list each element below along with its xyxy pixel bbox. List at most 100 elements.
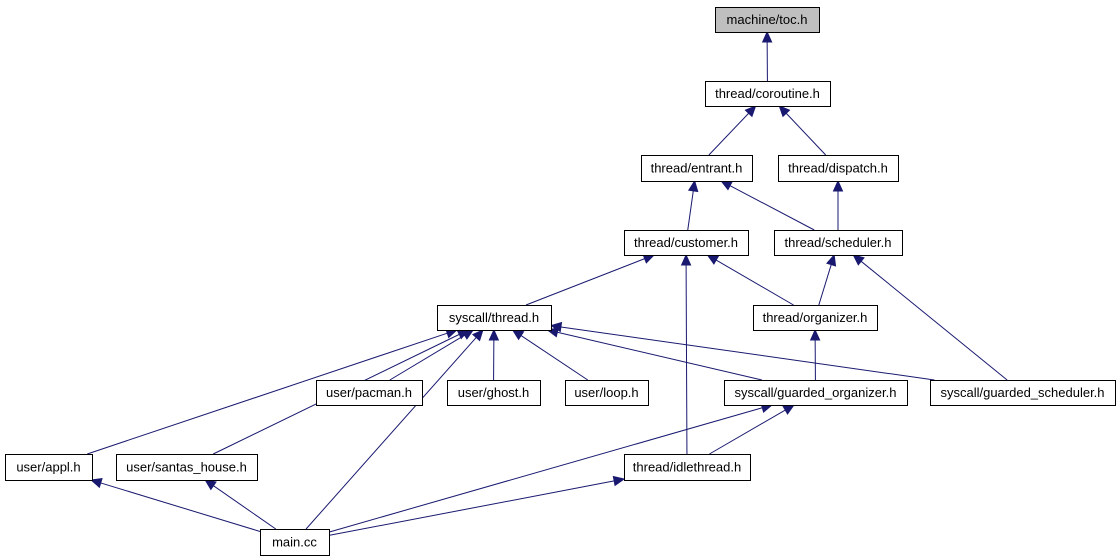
node-box xyxy=(753,305,878,331)
edge-scheduler-to-dispatch xyxy=(832,179,844,230)
arrowhead-icon xyxy=(761,30,773,43)
edge-main-to-appl xyxy=(89,478,261,532)
node-idle[interactable]: thread/idlethread.h xyxy=(624,454,751,481)
edge-organizer-to-customer xyxy=(706,254,794,306)
node-sthread[interactable]: syscall/thread.h xyxy=(437,305,552,331)
arrowhead-icon xyxy=(778,105,791,118)
edge-line xyxy=(729,185,815,231)
node-label: syscall/guarded_scheduler.h xyxy=(940,385,1104,400)
node-box xyxy=(437,305,552,331)
node-box xyxy=(116,454,258,481)
node-gorganizer[interactable]: syscall/guarded_organizer.h xyxy=(724,380,908,406)
arrowhead-icon xyxy=(511,329,525,341)
edge-line xyxy=(213,485,277,530)
edge-loop-to-sthread xyxy=(511,329,589,381)
node-label: user/ghost.h xyxy=(458,385,530,400)
node-box xyxy=(624,454,751,481)
node-label: thread/entrant.h xyxy=(651,161,743,176)
node-main[interactable]: main.cc xyxy=(260,529,330,556)
node-gscheduler[interactable]: syscall/guarded_scheduler.h xyxy=(930,380,1116,406)
node-loop[interactable]: user/loop.h xyxy=(565,380,649,406)
edge-gorganizer-to-organizer xyxy=(809,328,821,381)
node-label: machine/toc.h xyxy=(727,12,808,27)
node-box xyxy=(447,380,541,406)
arrowhead-icon xyxy=(744,105,757,118)
arrowhead-icon xyxy=(687,179,699,193)
node-dispatch[interactable]: thread/dispatch.h xyxy=(778,155,899,182)
edge-line xyxy=(785,112,827,156)
node-box xyxy=(316,380,423,406)
node-label: thread/coroutine.h xyxy=(715,86,820,101)
node-box xyxy=(624,230,749,256)
edge-line xyxy=(328,480,615,536)
arrowhead-icon xyxy=(471,329,484,342)
edge-line xyxy=(305,337,477,530)
node-box xyxy=(5,454,93,481)
node-label: thread/dispatch.h xyxy=(788,161,888,176)
arrowhead-icon xyxy=(852,254,865,266)
edge-scheduler-to-entrant xyxy=(720,180,815,231)
node-box xyxy=(705,81,831,107)
edge-line xyxy=(557,331,763,381)
arrowhead-icon xyxy=(204,479,217,491)
edge-line xyxy=(715,259,794,306)
edge-organizer-to-scheduler xyxy=(818,253,837,306)
edge-line xyxy=(708,112,750,156)
edge-line xyxy=(709,409,786,455)
arrowhead-icon xyxy=(782,404,795,415)
node-box xyxy=(930,380,1116,406)
edge-line xyxy=(87,332,448,455)
nodes-layer: machine/toc.h thread/coroutine.h thread/en… xyxy=(5,7,1116,556)
node-label: thread/organizer.h xyxy=(763,310,868,325)
node-label: thread/customer.h xyxy=(634,235,738,250)
edge-line xyxy=(687,190,694,231)
edge-dispatch-to-coroutine xyxy=(778,105,827,156)
edge-line xyxy=(100,482,261,532)
node-organizer[interactable]: thread/organizer.h xyxy=(753,305,878,331)
edge-line xyxy=(328,407,763,533)
arrowhead-icon xyxy=(89,478,103,489)
arrowhead-icon xyxy=(680,253,692,266)
edge-gscheduler-to-scheduler xyxy=(852,254,1008,381)
arrowhead-icon xyxy=(612,475,626,487)
node-appl[interactable]: user/appl.h xyxy=(5,454,93,481)
node-santas[interactable]: user/santas_house.h xyxy=(116,454,258,481)
edge-gscheduler-to-sthread xyxy=(549,321,935,381)
edge-line xyxy=(685,264,688,455)
arrowhead-icon xyxy=(832,179,844,192)
node-box xyxy=(260,529,330,556)
node-coroutine[interactable]: thread/coroutine.h xyxy=(705,81,831,107)
node-box xyxy=(778,155,899,182)
node-label: thread/idlethread.h xyxy=(633,460,741,475)
edge-line xyxy=(860,260,1008,381)
node-box xyxy=(774,230,903,256)
edge-line xyxy=(520,335,589,381)
arrowhead-icon xyxy=(488,328,500,341)
edge-sthread-to-customer xyxy=(525,253,656,306)
edge-main-to-idle xyxy=(328,475,626,536)
node-customer[interactable]: thread/customer.h xyxy=(624,230,749,256)
edge-line xyxy=(818,264,832,306)
node-label: user/santas_house.h xyxy=(126,460,247,475)
edge-entrant-to-coroutine xyxy=(708,105,757,156)
arrowhead-icon xyxy=(706,254,720,265)
node-toc[interactable]: machine/toc.h xyxy=(715,7,820,33)
node-label: user/pacman.h xyxy=(326,385,412,400)
edge-coroutine-to-toc xyxy=(761,30,773,82)
node-scheduler[interactable]: thread/scheduler.h xyxy=(774,230,903,256)
node-ghost[interactable]: user/ghost.h xyxy=(447,380,541,406)
node-label: syscall/guarded_organizer.h xyxy=(735,385,897,400)
node-box xyxy=(641,155,753,182)
edge-gorganizer-to-sthread xyxy=(546,327,763,381)
node-box xyxy=(565,380,649,406)
edge-line xyxy=(389,334,465,381)
edge-line xyxy=(525,258,645,306)
node-entrant[interactable]: thread/entrant.h xyxy=(641,155,753,182)
arrowhead-icon xyxy=(549,321,563,333)
node-label: user/loop.h xyxy=(574,385,638,400)
arrowhead-icon xyxy=(809,328,821,341)
edge-main-to-sthread xyxy=(305,329,484,530)
node-pacman[interactable]: user/pacman.h xyxy=(316,380,423,406)
edge-idle-to-customer xyxy=(680,253,692,455)
